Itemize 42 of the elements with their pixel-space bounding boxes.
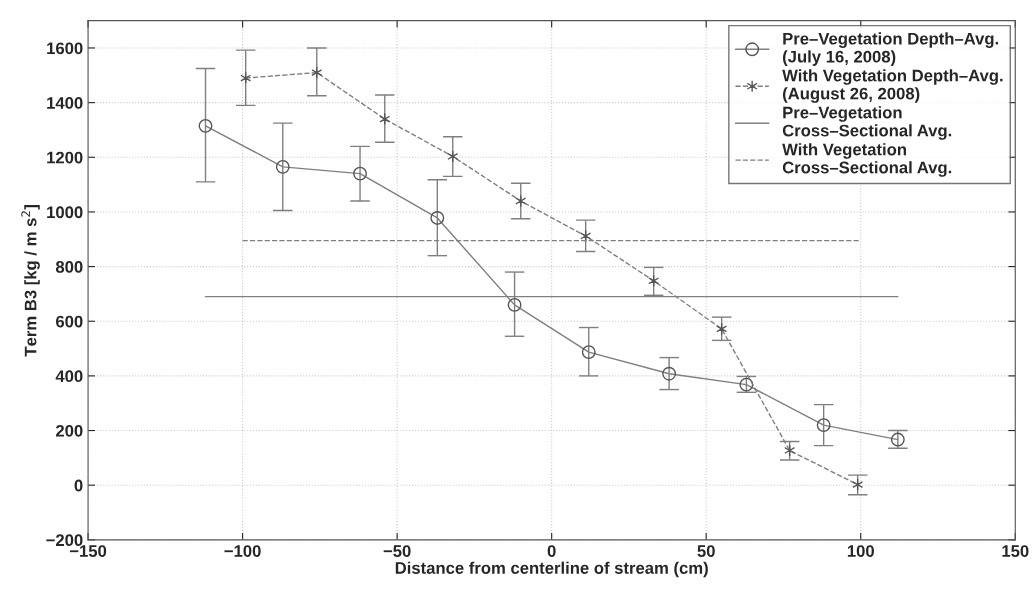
y-tick-label: 600 — [56, 315, 83, 328]
point — [311, 66, 323, 79]
point — [353, 166, 367, 181]
y-tick-label: 400 — [55, 370, 83, 383]
x-tick-label: 0 — [547, 545, 556, 557]
y-tick-label: 1200 — [47, 151, 83, 164]
point — [784, 444, 796, 457]
point — [240, 71, 252, 85]
y-axis-title: Term B3 [kg / m s$^{2}$] — [21, 205, 40, 357]
point — [379, 112, 391, 126]
x-tick-label: 50 — [697, 545, 715, 557]
x-axis-title: Distance from centerline of stream (cm) — [395, 561, 708, 578]
legend-label: With Vegetation Cross–Sectional Avg. — [782, 143, 952, 177]
x-tick-label: −100 — [224, 545, 261, 557]
point — [507, 297, 522, 312]
point — [816, 418, 831, 433]
point — [447, 150, 459, 163]
point — [739, 377, 754, 392]
x-tick-label: −50 — [383, 545, 411, 557]
y-tick-label: 1400 — [47, 97, 83, 109]
legend-label: With Vegetation Depth–Avg. (August 26, 2008) — [782, 69, 1003, 103]
legend-label: Pre–Vegetation Cross–Sectional Avg. — [782, 106, 952, 140]
point — [198, 118, 213, 133]
point — [430, 211, 445, 225]
y-tick-label: −200 — [46, 534, 83, 547]
point — [648, 274, 660, 288]
x-tick-label: 100 — [847, 545, 874, 557]
point — [662, 366, 677, 381]
y-tick-label: 1600 — [47, 42, 83, 55]
x-tick-label: −150 — [69, 545, 107, 557]
point — [515, 194, 527, 208]
legend-label: Pre–Vegetation Depth–Avg. (July 16, 2008) — [782, 32, 999, 66]
point — [716, 322, 728, 336]
x-tick-label: 150 — [1002, 545, 1029, 557]
point — [581, 345, 596, 360]
point — [580, 229, 592, 243]
point — [852, 478, 864, 491]
y-tick-label: 800 — [55, 260, 83, 273]
y-tick-label: 200 — [55, 424, 83, 437]
y-tick-label: 0 — [74, 479, 83, 492]
point — [275, 159, 290, 174]
y-tick-label: 1000 — [47, 206, 83, 219]
